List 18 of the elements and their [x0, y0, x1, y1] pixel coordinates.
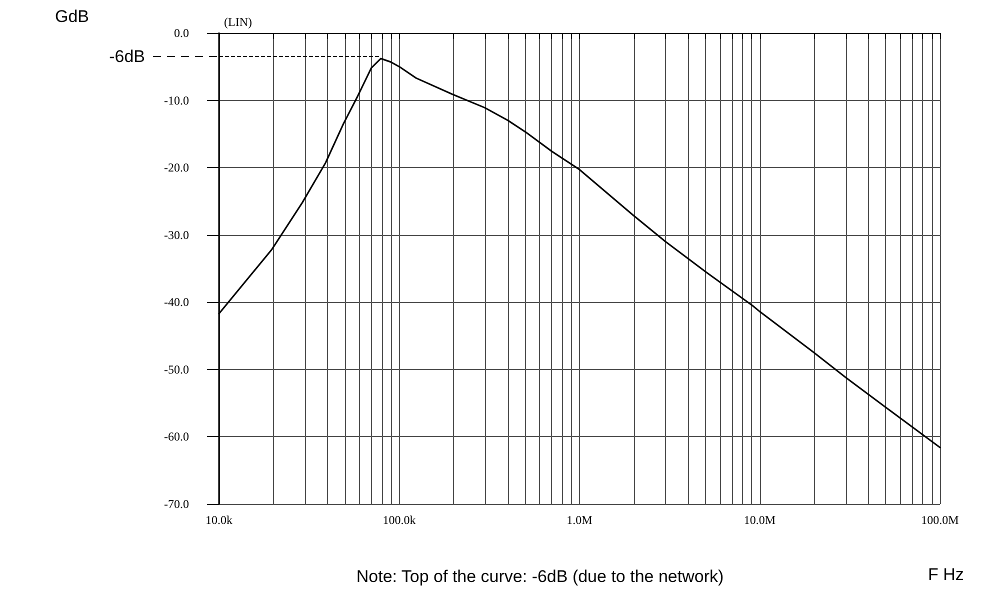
x-tick-label: 100.0k — [382, 513, 416, 527]
y-tick-label: -60.0 — [164, 430, 189, 444]
y-tick-label: -20.0 — [164, 160, 189, 175]
ref-line-label: -6dB — [109, 47, 145, 66]
x-tick-label: 10.0M — [744, 513, 776, 527]
y-tick-label: -40.0 — [164, 295, 189, 310]
x-tick-label: 100.0M — [921, 513, 960, 527]
y-tick-label: -50.0 — [164, 362, 189, 376]
x-tick-label: 10.0k — [206, 513, 232, 527]
y-tick-label: -30.0 — [164, 228, 189, 242]
x-tick-label: 1.0M — [566, 513, 593, 527]
x-axis-title: F Hz — [928, 565, 964, 584]
y-axis-title: GdB — [54, 7, 89, 26]
text: (LIN) — [224, 15, 252, 29]
y-tick-label: -10.0 — [164, 93, 189, 108]
y-tick-label: 0.0 — [174, 26, 189, 40]
y-tick-label: -70.0 — [164, 497, 189, 511]
text: Note: Top of the curve: -6dB (due to the network) — [356, 567, 724, 586]
